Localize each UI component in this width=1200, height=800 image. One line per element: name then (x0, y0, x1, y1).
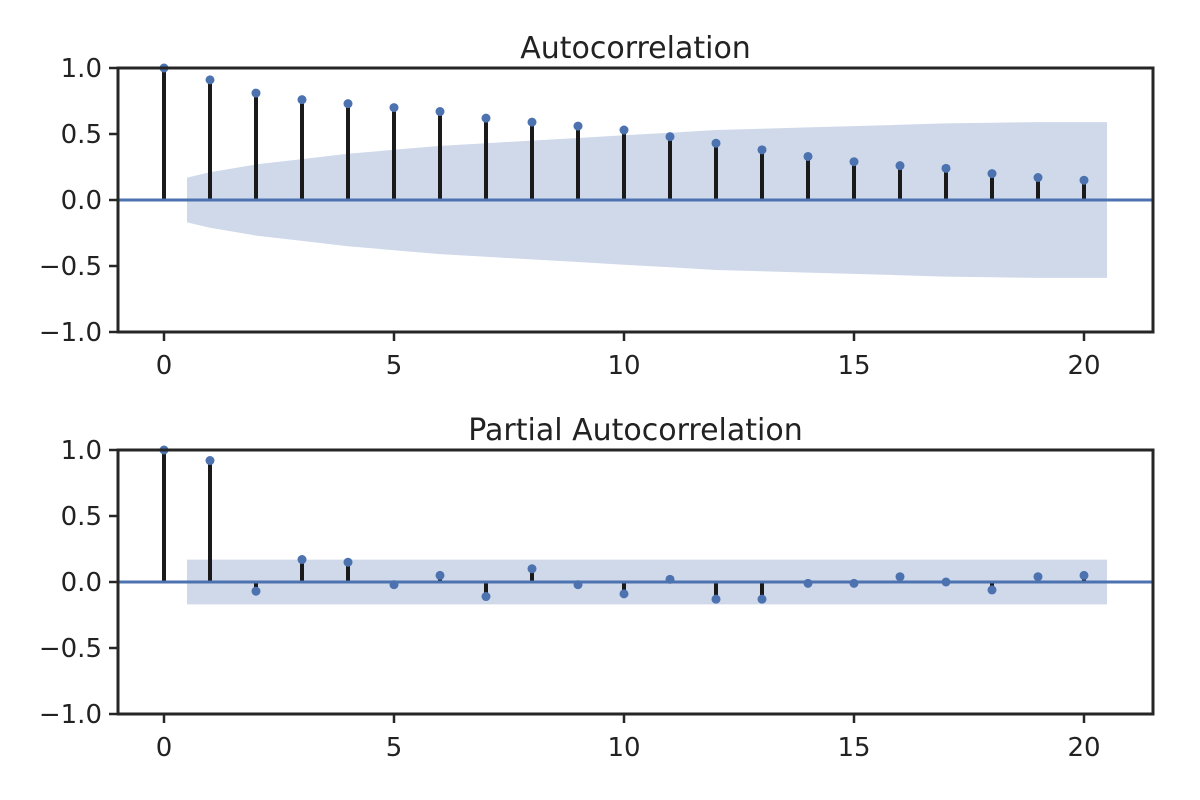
acf-marker-lag-20 (1079, 175, 1089, 185)
pacf-xtick-label: 15 (837, 733, 870, 763)
pacf-marker-lag-13 (757, 594, 767, 604)
pacf-ytick-label: −1.0 (39, 700, 102, 730)
pacf-marker-lag-1 (205, 456, 215, 466)
pacf-ytick-label: 0.5 (61, 502, 102, 532)
acf-xtick-label: 5 (386, 351, 403, 381)
acf-marker-lag-13 (757, 145, 767, 155)
acf-marker-lag-17 (941, 163, 951, 173)
pacf-ytick-label: 0.0 (61, 568, 102, 598)
pacf-marker-lag-3 (297, 555, 307, 565)
pacf-marker-lag-10 (619, 589, 629, 599)
acf-marker-lag-6 (435, 107, 445, 117)
acf-marker-lag-19 (1033, 173, 1043, 183)
pacf-marker-lag-14 (803, 578, 813, 588)
pacf-marker-lag-8 (527, 564, 537, 574)
pacf-title: Partial Autocorrelation (468, 413, 802, 448)
acf-xtick-label: 10 (607, 351, 640, 381)
pacf-xtick-label: 5 (386, 733, 403, 763)
pacf-xtick-label: 10 (607, 733, 640, 763)
pacf-marker-lag-2 (251, 586, 261, 596)
acf-panel: 1.0 0.5 0.0 −0.5 −1.0 0 5 10 15 20 Autocorrelation (39, 31, 1155, 381)
acf-marker-lag-18 (987, 169, 997, 179)
acf-xtick-label: 15 (837, 351, 870, 381)
pacf-marker-lag-9 (573, 580, 583, 590)
pacf-xtick-label: 20 (1067, 733, 1100, 763)
acf-ytick-label: 0.5 (61, 120, 102, 150)
pacf-ytick-label: −0.5 (39, 634, 102, 664)
acf-marker-lag-12 (711, 138, 721, 148)
acf-marker-lag-15 (849, 157, 859, 167)
pacf-marker-lag-12 (711, 594, 721, 604)
acf-marker-lag-8 (527, 117, 537, 127)
pacf-marker-lag-6 (435, 570, 445, 580)
acf-ytick-label: −1.0 (39, 318, 102, 348)
pacf-marker-lag-18 (987, 585, 997, 595)
pacf-marker-lag-4 (343, 557, 353, 567)
acf-marker-lag-4 (343, 99, 353, 109)
acf-marker-lag-2 (251, 88, 261, 98)
acf-marker-lag-7 (481, 113, 491, 123)
pacf-marker-lag-7 (481, 592, 491, 602)
acf-ytick-label: 1.0 (61, 54, 102, 84)
acf-marker-lag-9 (573, 121, 583, 131)
acf-title: Autocorrelation (520, 31, 751, 66)
pacf-xtick-label: 0 (156, 733, 173, 763)
pacf-marker-lag-19 (1033, 572, 1043, 582)
acf-ytick-label: −0.5 (39, 252, 102, 282)
acf-marker-lag-11 (665, 132, 675, 142)
acf-xtick-label: 0 (156, 351, 173, 381)
pacf-marker-lag-11 (665, 574, 675, 584)
acf-ytick-label: 0.0 (61, 186, 102, 216)
pacf-marker-lag-20 (1079, 570, 1089, 580)
acf-xtick-label: 20 (1067, 351, 1100, 381)
pacf-marker-lag-17 (941, 577, 951, 587)
acf-marker-lag-14 (803, 151, 813, 161)
pacf-ytick-label: 1.0 (61, 436, 102, 466)
pacf-marker-lag-15 (849, 578, 859, 588)
pacf-marker-lag-5 (389, 580, 399, 590)
pacf-panel: 1.0 0.5 0.0 −0.5 −1.0 0 5 10 15 20 Partial Autocor… (39, 413, 1155, 763)
acf-marker-lag-3 (297, 95, 307, 105)
acf-marker-lag-16 (895, 161, 905, 171)
acf-marker-lag-5 (389, 103, 399, 113)
pacf-marker-lag-16 (895, 572, 905, 582)
acf-marker-lag-1 (205, 75, 215, 85)
acf-marker-lag-10 (619, 125, 629, 135)
